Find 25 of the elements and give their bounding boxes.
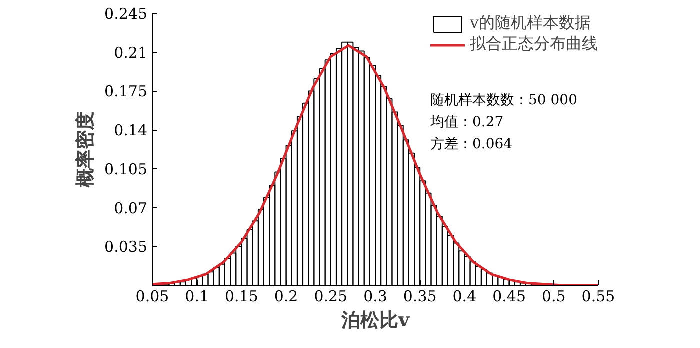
x-tick-label: 0.25 bbox=[314, 288, 348, 306]
x-tick-label: 0.15 bbox=[225, 288, 258, 306]
x-tick-label: 0.1 bbox=[185, 288, 210, 306]
x-tick-label: 0.3 bbox=[364, 288, 388, 306]
x-axis-title: 泊松比v bbox=[340, 310, 410, 332]
y-tick-label: 0.07 bbox=[114, 199, 148, 218]
legend-label: 拟合正态分布曲线 bbox=[470, 34, 598, 55]
x-tick-label: 0.35 bbox=[403, 288, 437, 306]
x-tick-label: 0.4 bbox=[452, 288, 477, 306]
y-tick-label: 0.035 bbox=[104, 238, 148, 256]
annotation: 随机样本数数：50 000 bbox=[430, 92, 578, 108]
y-tick-label: 0.14 bbox=[114, 122, 148, 140]
y-axis-title: 概率密度 bbox=[74, 112, 97, 188]
annotation: 均值：0.27 bbox=[430, 114, 504, 130]
x-tick-label: 0.05 bbox=[136, 288, 170, 306]
x-tick-label: 0.2 bbox=[274, 288, 298, 306]
y-tick-label: 0.175 bbox=[104, 82, 148, 101]
y-tick-label: 0.245 bbox=[104, 5, 148, 23]
annotation: 方差：0.064 bbox=[430, 136, 513, 152]
y-tick-label: 0.21 bbox=[114, 44, 148, 62]
x-tick-label: 0.45 bbox=[492, 288, 526, 306]
x-tick-label: 0.55 bbox=[582, 288, 616, 306]
legend-label: v的随机样本数据 bbox=[470, 13, 592, 34]
x-tick-label: 0.5 bbox=[542, 288, 566, 306]
y-tick-label: 0.105 bbox=[104, 160, 148, 178]
